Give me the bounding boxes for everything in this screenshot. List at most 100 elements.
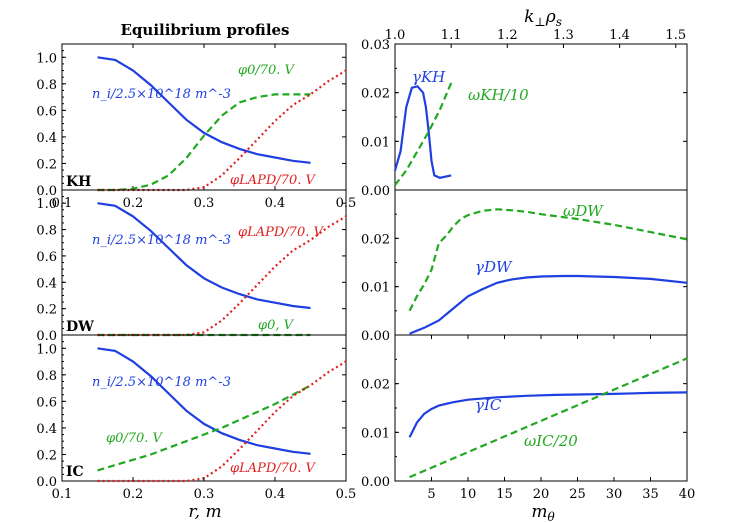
y-tick-label: 0.8: [36, 78, 57, 93]
series-line-0: [408, 208, 688, 312]
y-tick-label: 0.02: [361, 378, 390, 393]
y-tick-label: 0.00: [361, 184, 390, 199]
label-omega-kh: ωKH/10: [468, 86, 529, 104]
panel-label-ic: IC: [66, 464, 84, 480]
x-tick-label: 0.4: [265, 196, 286, 211]
y-tick-label: 0.0: [36, 329, 57, 344]
y-tick-label: 1.0: [36, 51, 57, 66]
y-tick-label: 0.2: [36, 303, 57, 318]
label-philapd-top: φLAPD/70. V: [230, 173, 316, 188]
label-gamma-ic: γIC: [475, 396, 502, 414]
y-tick-label: 0.02: [361, 87, 390, 102]
right-top-label-rho: ρ: [545, 7, 556, 27]
x-tick-label: 0.2: [123, 487, 144, 502]
axes-frame: [61, 334, 347, 482]
series-line-0: [408, 391, 688, 438]
y-tick-label: 0.6: [36, 395, 57, 410]
left-title: Equilibrium profiles: [121, 21, 290, 39]
top-x-tick-label: 1.2: [497, 28, 518, 43]
x-tick-label: 15: [496, 487, 513, 502]
y-tick-label: 0.4: [36, 422, 57, 437]
series-line-0: [393, 85, 452, 179]
label-philapd-bot: φLAPD/70. V: [230, 461, 316, 476]
y-tick-label: 0.6: [36, 104, 57, 119]
label-omega-ic: ωIC/20: [524, 432, 578, 450]
label-phi0-top: φ0/70. V: [238, 63, 296, 78]
right-top-label-k: k: [524, 7, 534, 27]
axes-frame: [394, 43, 688, 191]
x-tick-label: 0.3: [194, 487, 215, 502]
label-phi0-bot: φ0/70. V: [106, 431, 164, 446]
label-philapd-mid: φLAPD/70. V: [238, 225, 324, 240]
y-tick-label: 0.00: [361, 475, 390, 490]
y-tick-label: 0.2: [36, 157, 57, 172]
y-tick-label: 0.03: [361, 38, 390, 53]
label-gamma-kh: γKH: [412, 68, 446, 86]
series-line-1: [409, 274, 688, 335]
x-tick-label: 10: [460, 487, 477, 502]
left-xlabel: r, m: [188, 502, 221, 522]
y-tick-label: 0.0: [36, 475, 57, 490]
label-phi0-mid: φ0, V: [258, 318, 295, 333]
y-tick-label: 0.01: [361, 135, 390, 150]
series-line-2: [97, 360, 347, 483]
top-x-tick-label: 1.4: [609, 28, 630, 43]
y-tick-label: 0.6: [36, 250, 57, 265]
top-x-tick-label: 1.3: [553, 28, 574, 43]
right-xlabel-main: m: [531, 502, 547, 522]
panel-label-dw: DW: [66, 319, 94, 335]
x-tick-label: 0.1: [52, 487, 73, 502]
y-tick-label: 0.8: [36, 224, 57, 239]
y-tick-label: 0.00: [361, 329, 390, 344]
x-tick-label: 0.4: [265, 487, 286, 502]
x-tick-label: 5: [427, 487, 435, 502]
series-line-1: [97, 93, 311, 192]
series-line-1: [97, 384, 312, 472]
y-tick-label: 0.01: [361, 426, 390, 441]
axes-frame: [61, 189, 347, 336]
series-line-0: [97, 56, 311, 164]
x-tick-label: 25: [569, 487, 586, 502]
right-xlabel: mθ: [531, 502, 555, 523]
x-tick-label: 35: [642, 487, 659, 502]
y-tick-label: 0.02: [361, 232, 390, 247]
y-tick-label: 0.0: [36, 184, 57, 199]
label-ni-top: n_i/2.5×10^18 m^-3: [92, 87, 231, 102]
y-tick-label: 0.4: [36, 276, 57, 291]
right-top-axis-label: k⊥ρs: [524, 7, 562, 29]
y-tick-label: 1.0: [36, 197, 57, 212]
panel-right-top: 0.00 0.01 0.02 0.031.0 1.1 1.2 1.3 1.4 1.5: [361, 28, 688, 199]
top-x-tick-label: 1.5: [665, 28, 686, 43]
panel-label-kh: KH: [66, 174, 91, 190]
series-line-0: [97, 347, 311, 455]
label-omega-dw: ωDW: [563, 202, 604, 220]
right-xlabel-sub: θ: [547, 510, 555, 523]
x-tick-label: 0.2: [123, 196, 144, 211]
y-tick-label: 0.2: [36, 448, 57, 463]
series-line-1: [409, 357, 688, 479]
series-line-1: [394, 82, 453, 186]
panel-right-bottom: 0.00 0.01 0.02 5 10 15 20 25 30 35 40: [361, 334, 695, 502]
y-tick-label: 0.01: [361, 281, 390, 296]
top-x-tick-label: 1.0: [385, 28, 406, 43]
y-tick-label: 1.0: [36, 342, 57, 357]
panels-group: 0.00.20.40.60.81.00.1 0.2 0.3 0.4 0.50.00.20…: [36, 28, 695, 502]
series-line-0: [97, 202, 311, 310]
label-gamma-dw: γDW: [475, 258, 513, 276]
right-top-label-sub2: s: [556, 15, 562, 29]
label-ni-bot: n_i/2.5×10^18 m^-3: [92, 375, 231, 390]
x-tick-label: 30: [606, 487, 623, 502]
axes-frame: [61, 43, 347, 191]
label-ni-mid: n_i/2.5×10^18 m^-3: [92, 233, 231, 248]
axes-frame: [394, 189, 688, 336]
panel-left-bottom: 0.0 0.2 0.4 0.6 0.8 1.0: [36, 334, 347, 490]
x-tick-label: 0.3: [194, 196, 215, 211]
top-x-tick-label: 1.1: [441, 28, 462, 43]
panel-right-middle: 0.00 0.01 0.02: [361, 189, 688, 344]
right-top-label-sub1: ⊥: [534, 15, 545, 29]
y-tick-label: 0.8: [36, 369, 57, 384]
axes-frame: [394, 334, 688, 482]
x-tick-label: 0.5: [336, 487, 357, 502]
y-tick-label: 0.4: [36, 131, 57, 146]
